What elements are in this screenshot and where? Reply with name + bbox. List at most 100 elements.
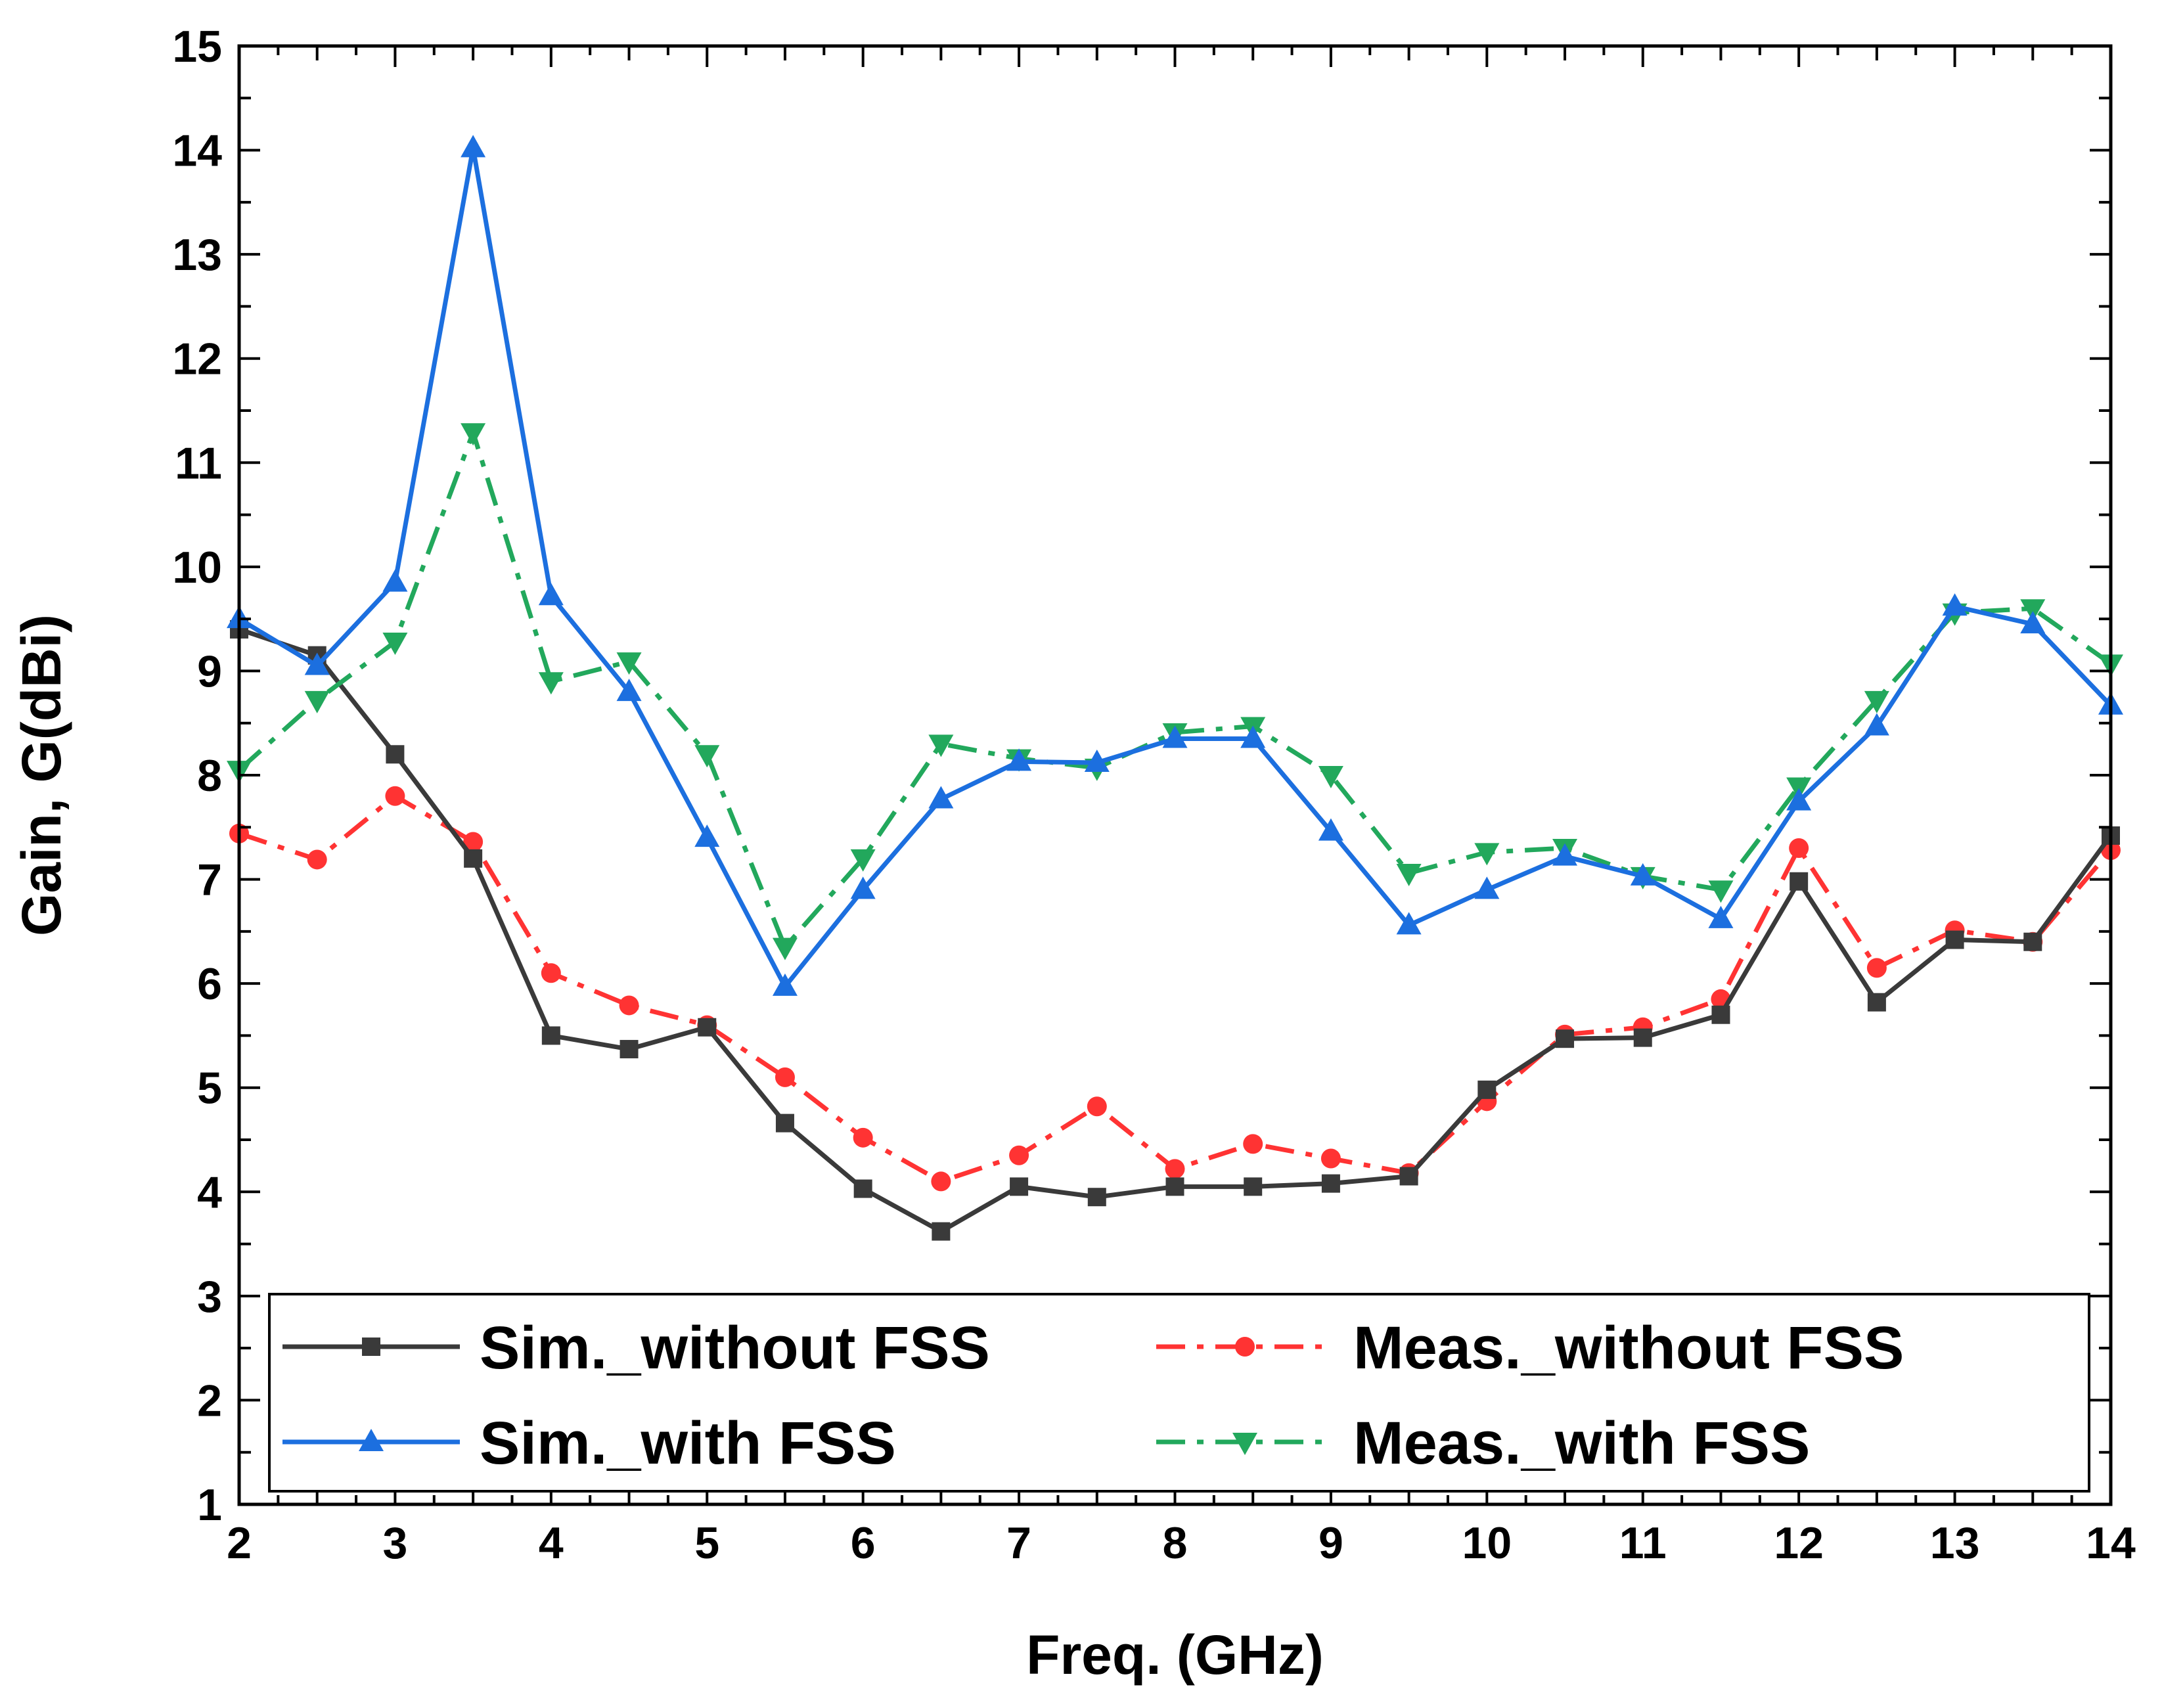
legend-item-meas-with: Meas._with FSS: [1156, 1410, 1810, 1477]
data-point-sim-without: [1321, 1174, 1340, 1193]
data-point-sim-without: [1633, 1028, 1652, 1047]
data-point-meas-with: [1318, 766, 1343, 788]
data-point-sim-without: [619, 1040, 639, 1059]
legend-item-sim-with: Sim._with FSS: [282, 1410, 896, 1477]
data-point-sim-with: [1084, 749, 1110, 772]
data-point-meas-with: [382, 633, 408, 656]
data-point-meas-with: [1708, 880, 1734, 903]
data-point-sim-with: [1786, 788, 1812, 811]
data-point-meas-without: [853, 1127, 873, 1148]
data-point-sim-with: [1240, 725, 1266, 748]
x-axis-title: Freq. (GHz): [1026, 1624, 1324, 1686]
legend-swatch-meas-with: [1156, 1433, 1334, 1455]
data-point-sim-without: [1711, 1005, 1730, 1024]
data-point-sim-without: [1244, 1177, 1263, 1196]
y-tick-label: 2: [197, 1376, 222, 1426]
legend-label-meas-without: Meas._without FSS: [1353, 1315, 1904, 1382]
legend-label-sim-with: Sim._with FSS: [480, 1410, 896, 1477]
data-point-sim-without: [464, 849, 483, 868]
legend-label-meas-with: Meas._with FSS: [1353, 1410, 1810, 1477]
data-point-meas-without: [619, 995, 639, 1016]
y-tick-label: 14: [172, 126, 222, 176]
data-point-sim-without: [386, 745, 405, 764]
data-point-meas-with: [694, 745, 720, 768]
y-tick-label: 7: [197, 855, 222, 905]
y-tick-label: 11: [175, 438, 222, 488]
legend-marker: [359, 1429, 384, 1451]
y-tick-label: 12: [172, 334, 222, 384]
data-point-sim-with: [1864, 713, 1889, 736]
x-tick-label: 4: [539, 1518, 564, 1568]
y-tick-label: 4: [197, 1167, 222, 1217]
data-point-sim-without: [1087, 1188, 1106, 1207]
legend-swatch-sim-with: [282, 1429, 460, 1451]
data-point-meas-without: [1009, 1145, 1029, 1165]
data-point-sim-with: [1474, 876, 1500, 899]
data-point-sim-without: [1867, 993, 1886, 1012]
data-point-meas-without: [1866, 958, 1887, 978]
y-tick-label: 15: [172, 22, 222, 72]
legend-marker: [362, 1337, 380, 1356]
data-point-meas-with: [616, 652, 642, 675]
data-point-sim-with: [1162, 725, 1188, 748]
data-point-meas-with: [1864, 690, 1889, 713]
data-point-meas-without: [463, 832, 484, 852]
data-point-sim-with: [538, 583, 564, 606]
series-layer: [227, 135, 2123, 1241]
x-tick-label: 10: [1462, 1518, 1512, 1568]
data-point-sim-without: [1790, 872, 1809, 891]
x-tick-label: 6: [851, 1518, 876, 1568]
data-point-sim-with: [616, 679, 642, 702]
data-point-meas-without: [385, 786, 405, 806]
data-point-sim-with: [1552, 843, 1578, 866]
legend-swatch-sim-without: [282, 1337, 460, 1356]
data-point-meas-with: [772, 937, 798, 960]
data-point-sim-with: [382, 569, 408, 592]
data-point-sim-with: [461, 135, 486, 158]
data-point-sim-without: [1165, 1177, 1184, 1196]
data-point-meas-with: [850, 849, 876, 872]
x-tick-label: 3: [383, 1518, 408, 1568]
data-point-meas-without: [307, 849, 327, 870]
data-point-sim-without: [1556, 1029, 1575, 1048]
data-point-sim-without: [932, 1222, 951, 1241]
data-point-sim-with: [850, 876, 876, 899]
data-point-meas-with: [1474, 843, 1500, 866]
x-tick-label: 13: [1930, 1518, 1980, 1568]
data-point-sim-with: [928, 786, 954, 809]
data-point-meas-without: [1789, 838, 1809, 858]
data-point-sim-with: [694, 824, 720, 847]
y-tick-label: 5: [197, 1064, 222, 1113]
data-point-meas-without: [1087, 1096, 1107, 1117]
data-point-sim-without: [1010, 1177, 1029, 1196]
legend-item-meas-without: Meas._without FSS: [1156, 1315, 1904, 1382]
y-tick-label: 9: [197, 646, 222, 696]
data-point-sim-without: [1945, 930, 1964, 949]
legend-label-sim-without: Sim._without FSS: [480, 1315, 990, 1382]
data-point-meas-without: [775, 1067, 795, 1087]
data-point-meas-without: [931, 1171, 951, 1192]
data-point-sim-with: [2020, 611, 2046, 634]
data-point-sim-without: [541, 1026, 560, 1045]
y-tick-label: 3: [197, 1272, 222, 1322]
legend-box: [268, 1293, 2090, 1493]
data-point-sim-with: [1708, 905, 1734, 928]
data-point-sim-without: [698, 1018, 717, 1037]
data-point-meas-without: [1320, 1148, 1341, 1169]
x-tick-label: 8: [1163, 1518, 1188, 1568]
data-point-sim-without: [853, 1179, 872, 1198]
legend-swatch-meas-without: [1156, 1337, 1334, 1357]
data-point-meas-with: [461, 423, 486, 446]
data-point-sim-without: [1477, 1080, 1497, 1099]
x-tick-label: 14: [2086, 1518, 2136, 1568]
data-point-sim-with: [1006, 748, 1032, 771]
data-point-sim-with: [304, 652, 330, 675]
data-point-meas-with: [928, 734, 954, 757]
y-tick-label: 6: [197, 959, 222, 1009]
y-tick-label: 13: [172, 230, 222, 280]
legend-marker: [1235, 1337, 1255, 1357]
data-point-meas-without: [1243, 1134, 1263, 1154]
data-point-meas-with: [304, 690, 330, 713]
data-point-sim-with: [772, 973, 798, 996]
